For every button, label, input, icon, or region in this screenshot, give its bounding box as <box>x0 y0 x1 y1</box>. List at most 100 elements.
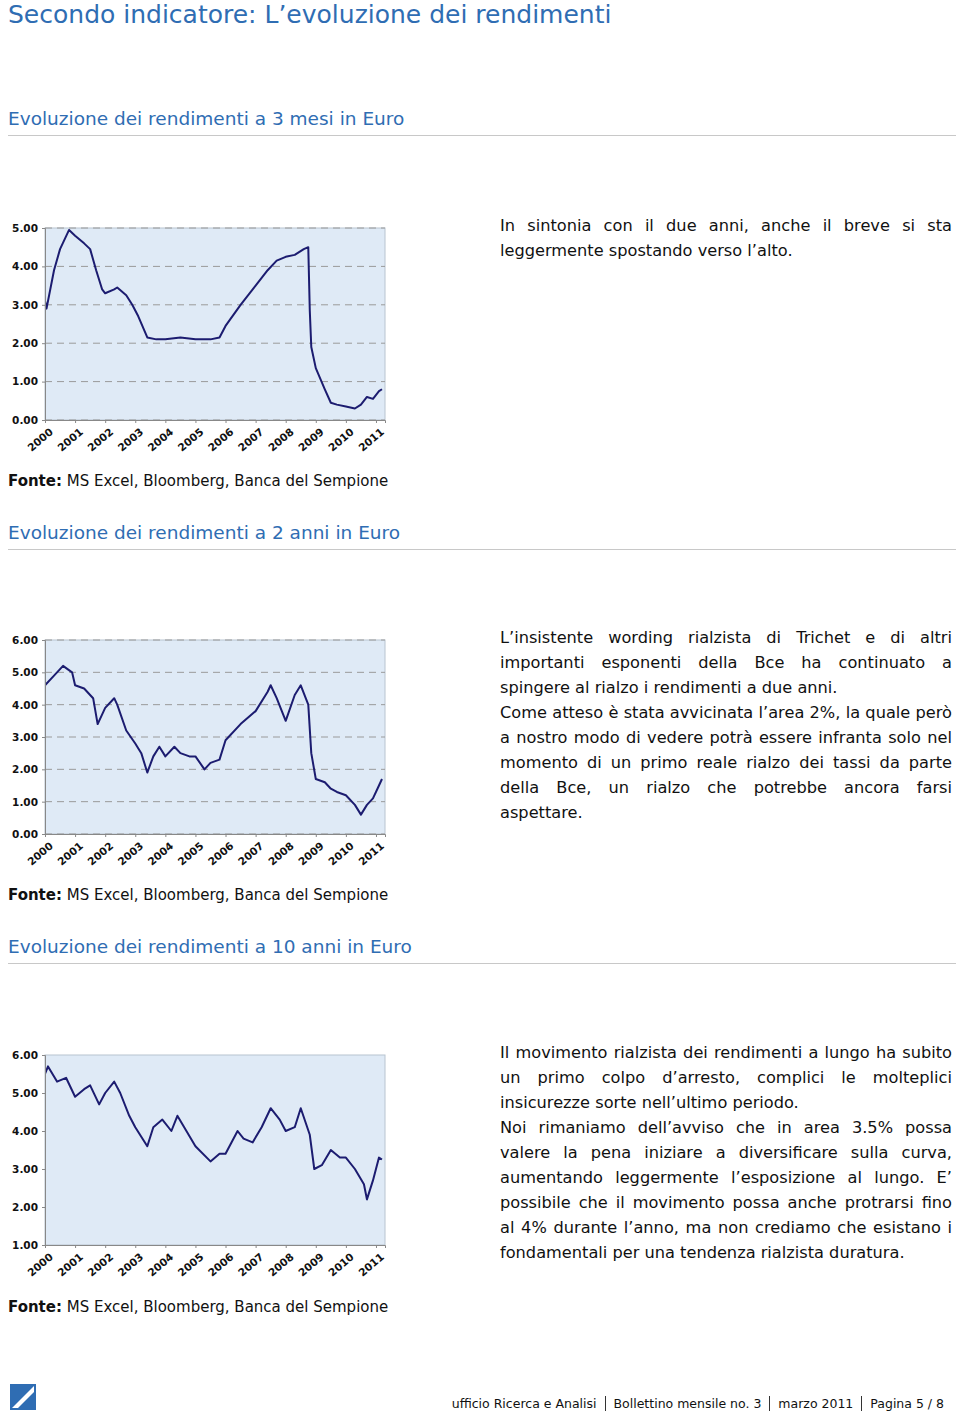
x-tick-mark <box>105 1245 106 1248</box>
x-tick-label: 2005 <box>175 840 205 868</box>
x-tick-mark <box>346 420 347 423</box>
x-tick-mark <box>256 420 257 423</box>
x-tick: 2000 <box>25 1245 55 1279</box>
x-tick-mark <box>226 420 227 423</box>
y-tick-label: 2.00 <box>12 763 38 775</box>
logo <box>10 1384 36 1410</box>
x-tick-mark <box>75 834 76 837</box>
y-tick-label: 6.00 <box>12 634 38 646</box>
y-tick: 5.00 <box>12 666 45 678</box>
x-tick-label: 2002 <box>85 426 115 454</box>
source: Fonte: MS Excel, Bloomberg, Banca del Se… <box>8 472 388 490</box>
grid-line <box>45 304 385 305</box>
x-tick-mark <box>226 1245 227 1248</box>
x-tick-mark <box>346 834 347 837</box>
x-tick-label: 2010 <box>326 426 356 454</box>
x-tick: 2001 <box>55 1245 85 1279</box>
source-label: Fonte: <box>8 886 62 904</box>
x-tick-mark <box>376 420 377 423</box>
y-tick-mark <box>42 420 45 421</box>
grid-line <box>45 381 385 382</box>
x-tick: 2007 <box>236 1245 266 1279</box>
y-tick: 5.00 <box>12 222 45 234</box>
y-tick: 0.00 <box>12 414 45 426</box>
x-tick-mark <box>346 1245 347 1248</box>
x-axis-line <box>46 835 386 838</box>
y-tick-mark <box>42 1055 45 1056</box>
x-tick: 2011 <box>356 1245 386 1279</box>
y-tick: 4.00 <box>12 699 45 711</box>
plot-background <box>45 1055 385 1245</box>
x-tick-mark <box>45 834 46 837</box>
source-label: Fonte: <box>8 1298 62 1316</box>
x-tick: 2003 <box>115 834 145 868</box>
x-tick-label: 2010 <box>326 840 356 868</box>
x-tick-label: 2000 <box>25 426 55 454</box>
plot-background <box>45 640 385 834</box>
x-tick: 2009 <box>296 1245 326 1279</box>
y-tick: 4.00 <box>12 1125 45 1137</box>
y-axis: 0.00 1.00 2.00 3.00 4.00 5.00 6.00 <box>12 634 45 840</box>
y-tick-mark <box>42 1093 45 1094</box>
x-tick-label: 2009 <box>296 1251 326 1279</box>
commentary: Il movimento rialzista dei rendimenti a … <box>500 1040 952 1265</box>
x-tick-label: 2006 <box>206 426 236 454</box>
y-tick: 2.00 <box>12 337 45 349</box>
x-tick-mark <box>135 834 136 837</box>
x-tick-mark <box>256 1245 257 1248</box>
x-tick: 2010 <box>326 1245 356 1279</box>
x-axis-line <box>46 421 386 424</box>
plot-background <box>45 228 385 420</box>
x-tick: 2001 <box>55 834 85 868</box>
x-tick-label: 2001 <box>55 840 85 868</box>
x-tick-label: 2003 <box>115 426 145 454</box>
y-tick: 3.00 <box>12 731 45 743</box>
y-tick-mark <box>42 228 45 229</box>
y-tick-label: 2.00 <box>12 337 38 349</box>
source-label: Fonte: <box>8 472 62 490</box>
y-tick: 0.00 <box>12 828 45 840</box>
y-tick-label: 4.00 <box>12 1125 38 1137</box>
x-tick-mark <box>165 834 166 837</box>
y-tick-label: 4.00 <box>12 260 38 272</box>
y-axis-line <box>42 229 46 421</box>
x-tick-mark <box>316 1245 317 1248</box>
section-heading: Evoluzione dei rendimenti a 2 anni in Eu… <box>8 522 956 550</box>
x-tick-label: 2009 <box>296 426 326 454</box>
page-title: Secondo indicatore: L’evoluzione dei ren… <box>8 0 611 29</box>
x-tick: 2003 <box>115 420 145 454</box>
x-tick-mark <box>45 420 46 423</box>
x-tick-label: 2008 <box>266 840 296 868</box>
y-tick-mark <box>42 769 45 770</box>
logo-box <box>10 1384 36 1410</box>
x-tick-mark <box>376 1245 377 1248</box>
x-tick-mark <box>226 834 227 837</box>
x-tick-label: 2002 <box>85 840 115 868</box>
y-tick: 1.00 <box>12 796 45 808</box>
y-tick-mark <box>42 266 45 267</box>
y-tick: 4.00 <box>12 260 45 272</box>
x-tick-label: 2007 <box>236 1251 266 1279</box>
x-tick: 2004 <box>145 1245 175 1279</box>
y-tick-label: 1.00 <box>12 796 38 808</box>
y-tick-mark <box>42 343 45 344</box>
x-tick-mark <box>286 834 287 837</box>
x-tick: 2004 <box>145 834 175 868</box>
x-tick: 2011 <box>356 420 386 454</box>
x-tick-label: 2010 <box>326 1251 356 1279</box>
x-tick-mark <box>75 1245 76 1248</box>
y-tick-mark <box>42 1245 45 1246</box>
x-axis-line <box>46 1246 386 1249</box>
logo-stroke <box>12 1386 34 1408</box>
x-tick-mark <box>195 1245 196 1248</box>
y-tick-mark <box>42 1207 45 1208</box>
y-tick-mark <box>42 834 45 835</box>
x-axis: 2000200120022003200420052006200720082009… <box>25 420 386 454</box>
x-tick: 2008 <box>266 420 296 454</box>
y-tick: 2.00 <box>12 763 45 775</box>
x-tick-label: 2004 <box>145 426 175 454</box>
x-tick: 2005 <box>175 834 205 868</box>
plot-marks <box>45 666 382 815</box>
x-tick-label: 2011 <box>356 426 386 454</box>
x-tick: 2007 <box>236 834 266 868</box>
